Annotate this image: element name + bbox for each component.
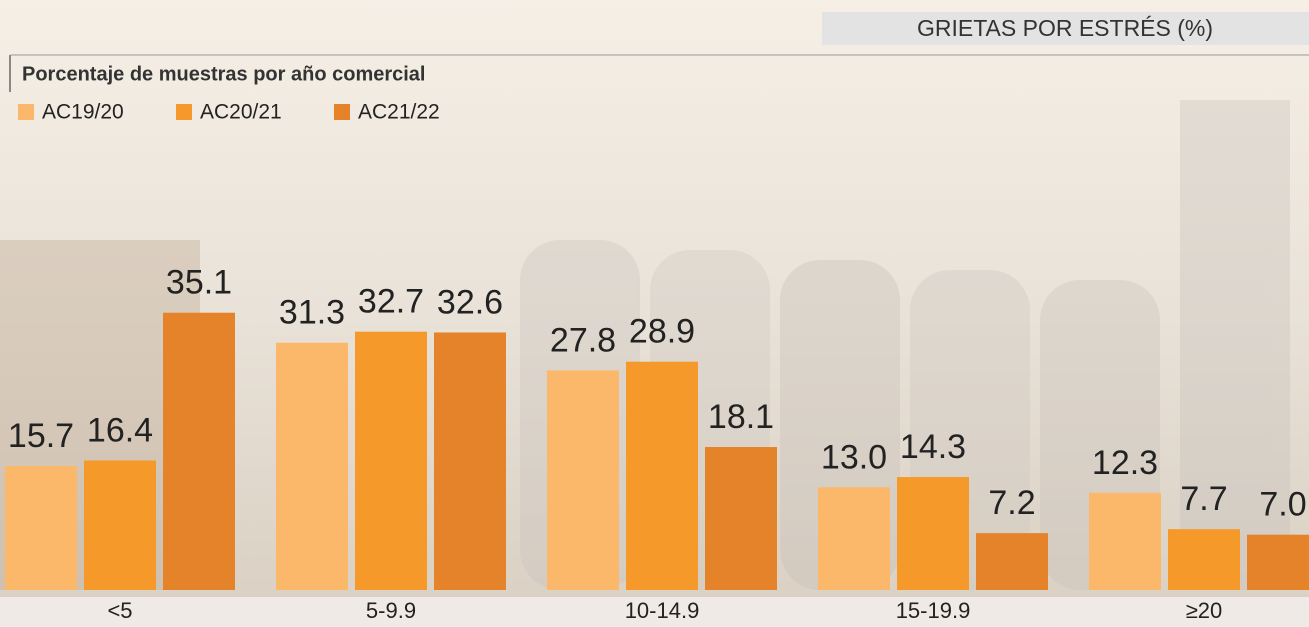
bar (1168, 529, 1240, 590)
x-tick-label: 10-14.9 (625, 598, 700, 623)
bar (1089, 492, 1161, 590)
bar (355, 331, 427, 590)
bar (626, 361, 698, 590)
value-label: 28.9 (629, 313, 695, 351)
value-label: 7.0 (1259, 486, 1306, 524)
value-label: 12.3 (1092, 444, 1158, 482)
bar (1247, 534, 1309, 590)
value-label: 32.7 (358, 283, 424, 321)
value-label: 14.3 (900, 428, 966, 466)
legend-swatch (176, 104, 192, 120)
value-label: 15.7 (8, 417, 74, 455)
value-label: 31.3 (279, 294, 345, 332)
bar (818, 487, 890, 590)
legend-label: AC20/21 (200, 101, 282, 124)
bar (276, 342, 348, 590)
bar (705, 447, 777, 590)
x-tick-label: 15-19.9 (896, 598, 971, 623)
x-tick-label: <5 (107, 598, 132, 623)
title-box (822, 12, 1309, 45)
chart-title: GRIETAS POR ESTRÉS (%) (917, 15, 1213, 41)
legend-swatch (18, 104, 34, 120)
bar (547, 370, 619, 590)
value-label: 18.1 (708, 398, 774, 436)
value-label: 32.6 (437, 283, 503, 321)
legend-swatch (334, 104, 350, 120)
bar (84, 460, 156, 590)
x-tick-label: ≥20 (1186, 598, 1223, 623)
x-tick-label: 5-9.9 (366, 598, 416, 623)
value-label: 35.1 (166, 264, 232, 302)
bar (976, 533, 1048, 590)
value-label: 7.7 (1180, 480, 1227, 518)
bar (5, 465, 77, 590)
category-band (0, 597, 1309, 627)
bar (897, 477, 969, 590)
bar (434, 332, 506, 590)
value-label: 27.8 (550, 321, 616, 359)
value-label: 13.0 (821, 438, 887, 476)
legend-label: AC21/22 (358, 101, 440, 124)
chart-subtitle: Porcentaje de muestras por año comercial (22, 63, 426, 85)
value-label: 16.4 (87, 411, 153, 449)
legend-label: AC19/20 (42, 101, 124, 124)
value-label: 7.2 (988, 484, 1035, 522)
bar (163, 312, 235, 590)
